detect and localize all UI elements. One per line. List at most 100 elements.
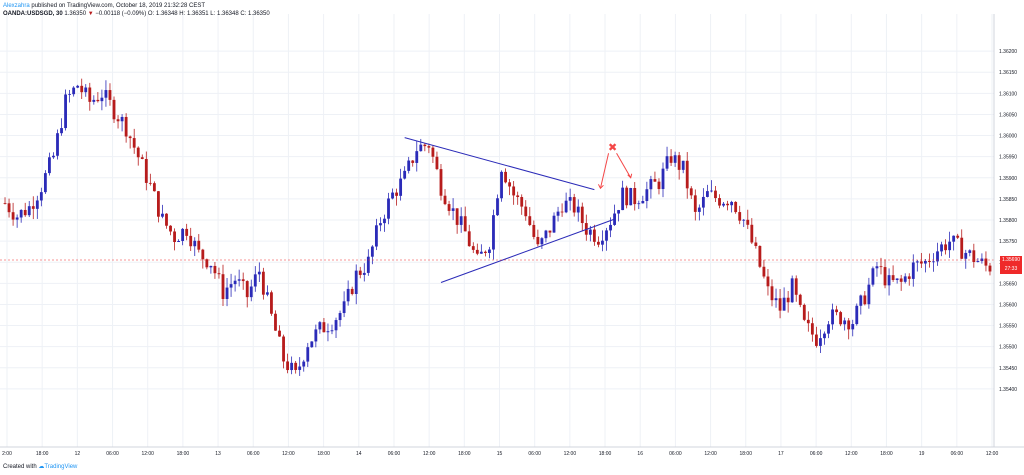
candle-body: [568, 197, 572, 201]
grid-lines: [0, 14, 994, 447]
candle-body: [556, 211, 560, 216]
time-axis[interactable]: 2:00 18:00 12 06:00 12:00 18:00 13 06:00 12:00 18…: [2, 451, 998, 457]
trendline: [440, 218, 615, 283]
candle-body: [508, 182, 512, 187]
candle-body: [241, 279, 245, 282]
candle-body: [7, 203, 11, 213]
candle-body: [645, 189, 649, 201]
candle-body: [516, 195, 520, 198]
candle-body: [27, 206, 31, 216]
candle-body: [443, 195, 447, 205]
candle-body: [43, 173, 47, 193]
candle-body: [580, 206, 584, 224]
candle-body: [742, 219, 746, 221]
candle-body: [758, 245, 762, 267]
candle-body: [459, 216, 463, 225]
candle-body: [76, 85, 80, 88]
candle-body: [496, 198, 499, 216]
candle-body: [532, 224, 536, 237]
candle-body: [318, 322, 322, 330]
candle-body: [786, 297, 790, 303]
candle-body: [762, 266, 766, 277]
price-axis[interactable]: 1.35400 1.35450 1.35500 1.35550 1.35600 1.356…: [999, 49, 1017, 393]
candle-body: [705, 191, 709, 197]
candle-body: [952, 235, 956, 242]
candle-body: [798, 294, 802, 305]
time-tick-label: 15: [497, 451, 503, 457]
chart-header: Alexzahra published on TradingView.com, …: [3, 2, 270, 18]
candle-body: [851, 324, 855, 330]
down-arrow-icon: ▼: [87, 11, 94, 17]
candle-body: [189, 235, 193, 247]
candle-body: [148, 182, 152, 184]
candle-body: [229, 284, 233, 288]
candle-body: [621, 187, 625, 211]
candle-body: [286, 361, 290, 371]
arrow-line-left: [599, 153, 610, 189]
time-tick-label: 06:00: [810, 451, 823, 457]
time-tick-label: 12:00: [704, 451, 717, 457]
candle-body: [625, 187, 629, 206]
candle-body: [940, 244, 943, 252]
candle-body: [831, 309, 834, 325]
candle-body: [395, 192, 398, 196]
candle-body: [802, 304, 806, 320]
time-tick-label: 06:00: [951, 451, 964, 457]
candle-body: [52, 155, 55, 158]
candle-body: [710, 190, 713, 192]
price-tick-label: 1.36050: [999, 112, 1017, 118]
candle-body: [718, 198, 721, 206]
candle-body: [669, 156, 673, 163]
candle-body: [282, 336, 285, 362]
candle-body: [447, 204, 451, 211]
candle-body: [685, 160, 689, 189]
arrowhead-left-icon: [597, 184, 604, 190]
price-tick-label: 1.36200: [999, 49, 1017, 55]
candle-body: [11, 212, 15, 220]
candle-body: [407, 160, 411, 171]
time-tick-label: 06:00: [388, 451, 401, 457]
candle-body: [124, 116, 128, 137]
candle-body: [520, 197, 524, 207]
candle-body: [423, 144, 427, 147]
candle-body: [601, 240, 604, 245]
candle-body: [112, 99, 116, 120]
tradingview-logo-icon[interactable]: ☁TradingView: [38, 464, 78, 470]
candle-body: [968, 250, 972, 253]
footer: Created with ☁TradingView: [3, 463, 77, 471]
candle-body: [366, 256, 370, 273]
current-price-tag: 1.35690: [1000, 256, 1022, 265]
candle-body: [859, 295, 863, 306]
candle-body: [104, 90, 108, 98]
time-tick-label: 12: [75, 451, 81, 457]
candle-body: [399, 178, 403, 196]
trendline: [404, 137, 595, 191]
candle-body: [948, 241, 952, 251]
time-tick-label: 12:00: [986, 451, 999, 457]
candle-body: [35, 200, 39, 209]
candle-body: [387, 198, 390, 219]
candle-body: [697, 207, 701, 212]
candle-body: [524, 206, 528, 217]
candle-body: [427, 146, 431, 148]
candle-body: [374, 225, 378, 247]
candle-body: [225, 287, 229, 299]
candle-body: [790, 278, 794, 303]
candle-body: [806, 319, 810, 324]
price-tick-label: 1.35850: [999, 197, 1017, 203]
price-tick-label: 1.35750: [999, 239, 1017, 245]
candle-body: [39, 192, 43, 201]
candle-body: [839, 312, 843, 325]
candle-body: [540, 238, 544, 245]
price-tick-label: 1.35950: [999, 155, 1017, 161]
symbol-label[interactable]: OANDA:USDSGD, 30: [3, 11, 63, 17]
candle-body: [875, 266, 879, 269]
candle-body: [265, 292, 269, 295]
candle-body: [419, 144, 423, 152]
candle-body: [657, 181, 661, 190]
author-link[interactable]: Alexzahra: [3, 3, 30, 9]
candle-body: [431, 147, 435, 157]
candle-body: [334, 320, 338, 331]
candle-body: [887, 275, 891, 286]
